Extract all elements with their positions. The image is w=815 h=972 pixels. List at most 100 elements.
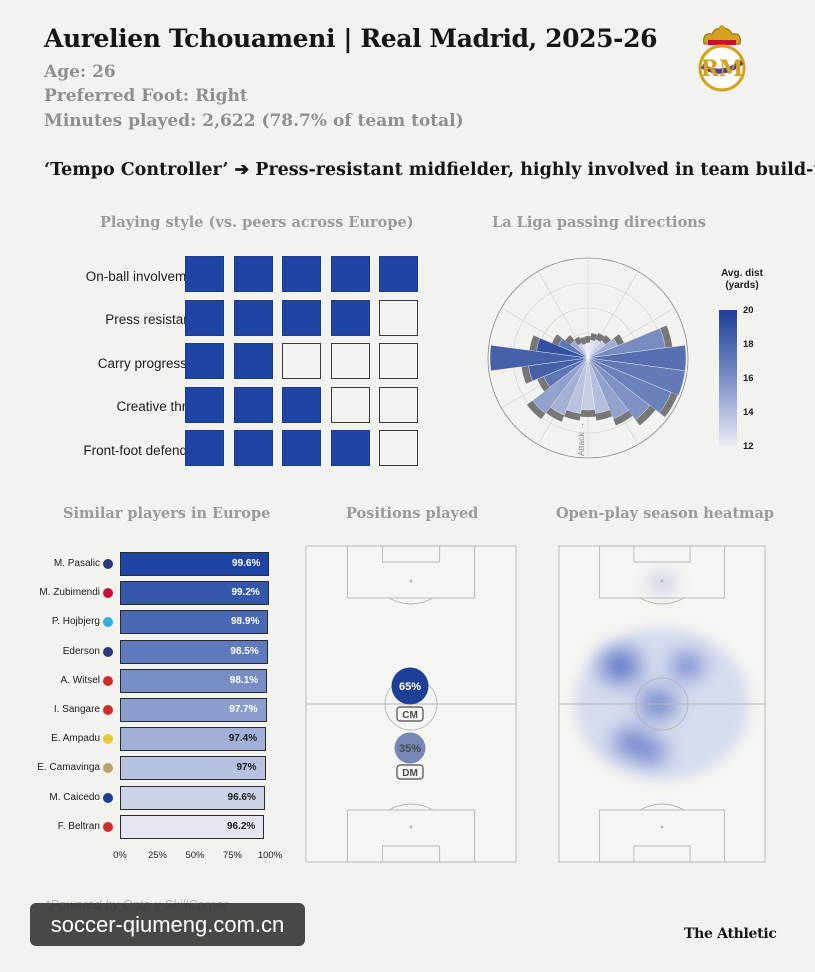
similar-player-row: E. Camavinga 97% [20, 756, 280, 782]
similarity-value: 96.6% [227, 791, 256, 803]
similar-player-name: P. Hojbjerg [51, 616, 100, 628]
similar-player-bar: 99.6% [120, 552, 270, 576]
polar-wedge [587, 357, 629, 420]
position-share: 35% [399, 743, 421, 755]
similar-player-name: E. Ampadu [51, 733, 100, 745]
style-box-filled [282, 299, 321, 336]
player-tagline: ‘Tempo Controller’ ➔ Press-resistant mid… [44, 160, 815, 180]
similar-player-bar: 98.5% [120, 639, 268, 664]
player-age: Age: 26 [44, 62, 116, 82]
club-badge-icon [103, 617, 113, 628]
similarity-value: 98.9% [230, 616, 260, 628]
style-label: Carry progression [97, 355, 205, 371]
minutes-played: Minutes played: 2,622 (78.7% of team tot… [44, 111, 464, 131]
club-badge-icon [103, 705, 113, 715]
position-share: 65% [399, 681, 421, 693]
style-row: Creative threat [40, 381, 420, 425]
style-box-filled [282, 430, 321, 466]
club-badge-icon [103, 763, 113, 774]
position-label: DM [402, 768, 418, 779]
style-label: Press resistance [105, 312, 205, 327]
style-box-empty [282, 343, 321, 379]
similar-player-row: Ederson 98.5% [20, 639, 280, 666]
x-tick-label: 0% [113, 850, 127, 861]
polar-wedge [587, 357, 672, 414]
x-tick-label: 50% [185, 850, 205, 861]
style-box-filled [330, 299, 370, 336]
club-badge-icon [103, 588, 113, 599]
style-box-empty [330, 343, 370, 379]
heat-blob [639, 562, 685, 604]
brand-logo: The Athletic [684, 926, 777, 942]
watermark-banner: soccer-qiumeng.com.cn [30, 903, 305, 946]
positions-played-title: Positions played [346, 505, 479, 522]
style-row: On-ball involvement [40, 250, 420, 294]
position-marker [391, 667, 429, 705]
style-box-filled [282, 256, 321, 292]
similar-player-name: M. Caicedo [49, 791, 100, 803]
x-tick-label: 100% [257, 850, 283, 861]
club-badge-icon [103, 821, 113, 832]
similar-player-name: E. Camavinga [37, 762, 100, 774]
x-tick-label: 25% [147, 850, 168, 861]
similar-player-row: I. Sangare 97.7% [20, 698, 280, 724]
style-box-filled [233, 386, 273, 423]
colorbar-title: Avg. dist (yards) [721, 268, 763, 291]
polar-wedge [587, 357, 651, 421]
heatmap-title: Open-play season heatmap [556, 505, 775, 522]
polar-wedge [528, 357, 589, 382]
similar-player-bar: 98.1% [120, 668, 268, 693]
polar-wedge [558, 338, 589, 359]
colorbar-tick: 12 [743, 441, 754, 452]
similar-player-name: M. Zubimendi [39, 587, 100, 599]
similarity-value: 97.4% [228, 733, 258, 745]
style-box-filled [185, 343, 224, 379]
colorbar [719, 310, 737, 447]
polar-wedge [570, 340, 589, 359]
similarity-value: 98.1% [229, 674, 259, 686]
style-box-filled [379, 256, 418, 292]
similar-player-name: F. Beltran [57, 820, 100, 832]
polar-wedge [577, 342, 589, 359]
position-label-box [396, 764, 424, 780]
style-box-filled [233, 430, 273, 466]
similar-player-bar: 96.2% [120, 814, 265, 839]
similar-player-name: M. Pasalic [53, 558, 100, 569]
style-box-filled [185, 386, 224, 423]
similarity-value: 97.7% [229, 704, 258, 715]
position-label: CM [402, 710, 418, 721]
style-box-empty [379, 430, 418, 466]
similar-player-name: Ederson [62, 645, 100, 657]
heat-blob [585, 634, 656, 698]
similar-player-row: A. Witsel 98.1% [20, 668, 280, 695]
style-box-filled [233, 299, 273, 336]
similar-player-row: M. Caicedo 96.6% [20, 785, 280, 812]
similar-player-bar: 96.6% [120, 785, 265, 810]
club-badge-icon [103, 792, 113, 803]
polar-wedge [489, 344, 589, 372]
style-box-filled [185, 256, 224, 292]
style-box-filled [330, 430, 370, 466]
colorbar-tick: 16 [743, 373, 754, 384]
x-tick-label: 75% [222, 850, 243, 861]
attack-direction-label: Attack → [576, 422, 586, 456]
similar-player-row: P. Hojbjerg 98.9% [20, 610, 280, 636]
style-box-empty [379, 343, 418, 379]
position-marker [394, 732, 426, 764]
style-box-empty [379, 386, 418, 423]
passing-directions-title: La Liga passing directions [492, 214, 706, 231]
similar-player-name: A. Witsel [60, 674, 100, 686]
club-badge-icon [103, 675, 113, 686]
style-row: Front-foot defending [40, 424, 420, 468]
similar-player-row: M. Pasalic 99.6% [20, 552, 280, 578]
style-box-filled [330, 256, 370, 292]
club-badge-icon [103, 646, 113, 657]
real-madrid-crest-icon: RM [698, 25, 746, 92]
similar-players-title: Similar players in Europe [63, 505, 271, 522]
similarity-value: 99.2% [231, 587, 260, 599]
style-row: Press resistance [40, 294, 420, 338]
heat-blob [622, 725, 681, 778]
page-title: Aurelien Tchouameni | Real Madrid, 2025-… [44, 24, 658, 53]
polar-wedge [532, 357, 589, 414]
